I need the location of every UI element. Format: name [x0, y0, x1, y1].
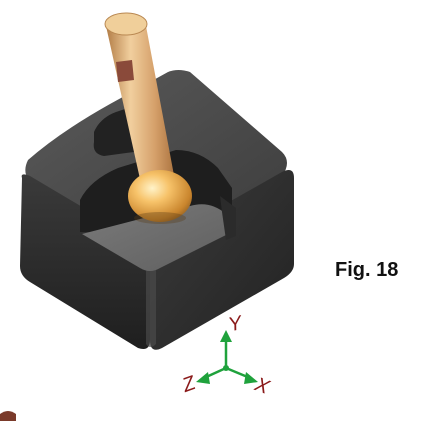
ball-nose-tip [128, 170, 192, 222]
ball-nose-shadow [134, 212, 186, 224]
tool-marking [116, 60, 134, 82]
pocket-side-wall [220, 196, 236, 240]
axis-label-z: Z [178, 372, 199, 397]
pocket-floor [82, 204, 232, 271]
cropped-mark [0, 411, 16, 421]
axis-triad [196, 330, 258, 384]
block-front-face [20, 174, 150, 349]
axis-label-x: X [251, 373, 273, 399]
figure-caption: Fig. 18 [335, 259, 399, 281]
tool-cap [104, 12, 148, 36]
block-right-face [150, 170, 294, 350]
block-corner-edge [146, 248, 156, 347]
axis-label-y: Y [226, 312, 245, 337]
